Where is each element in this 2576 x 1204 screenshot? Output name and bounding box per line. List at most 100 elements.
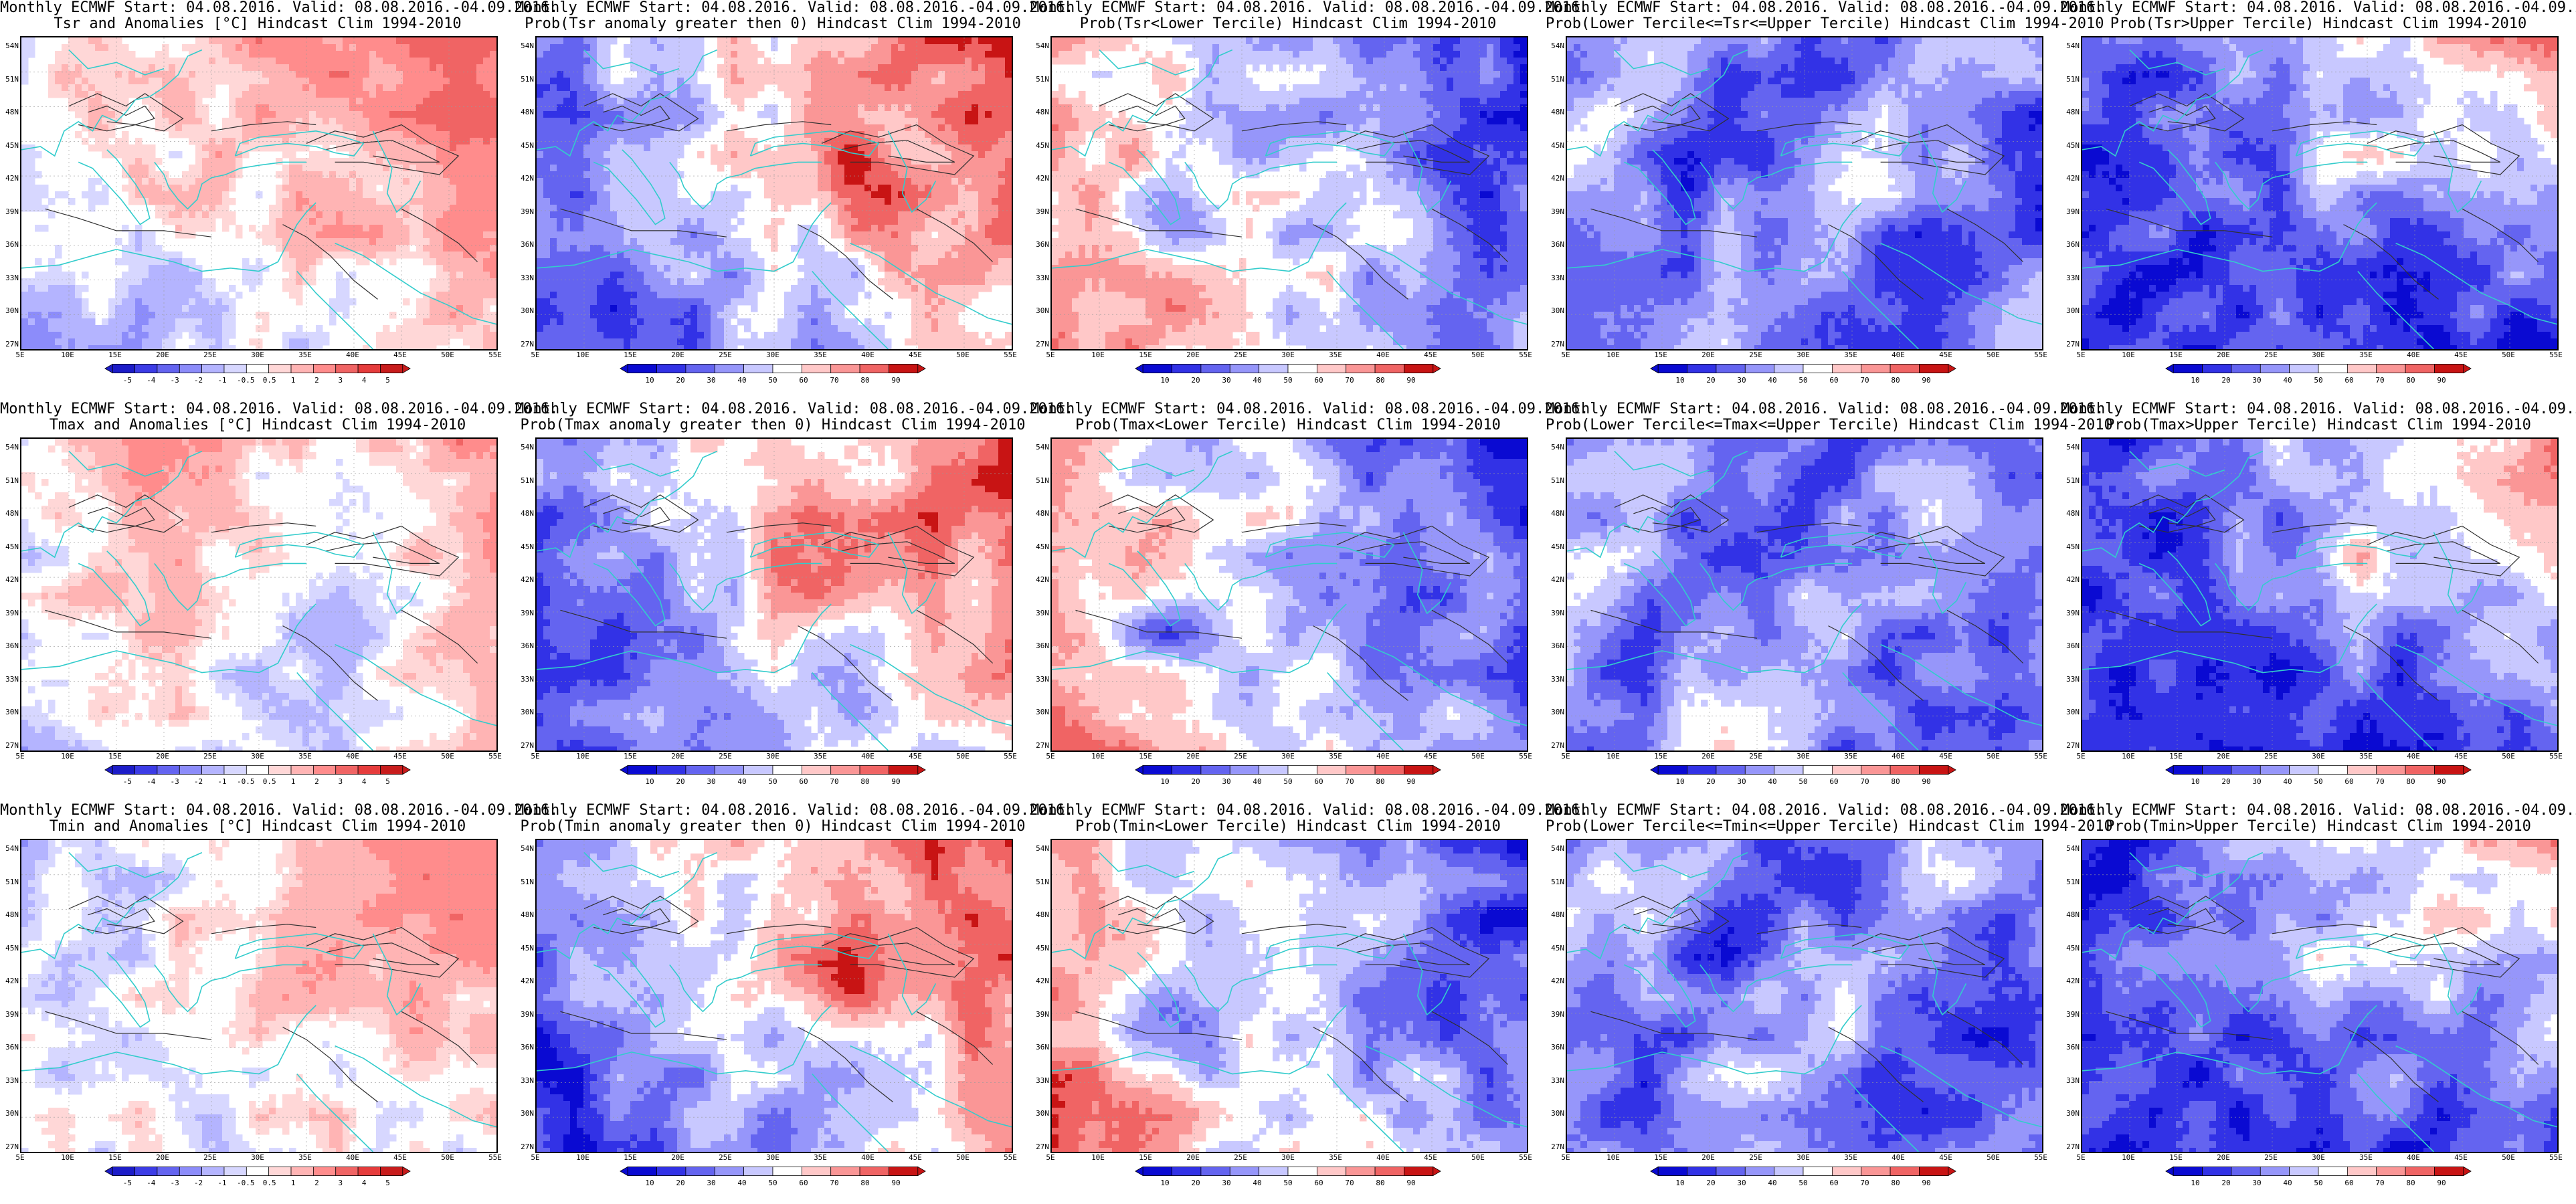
lon-tick-label: 40E bbox=[854, 1153, 881, 1162]
colorbar bbox=[2165, 363, 2472, 374]
forecast-panel: Monthly ECMWF Start: 04.08.2016. Valid: … bbox=[1030, 0, 1588, 401]
colorbar-tick-label: 40 bbox=[2283, 376, 2292, 385]
forecast-map bbox=[535, 437, 1013, 752]
lat-tick-label: 48N bbox=[2062, 509, 2080, 518]
lon-tick-label: 35E bbox=[2353, 350, 2379, 359]
lon-tick-label: 40E bbox=[854, 350, 881, 359]
colorbar-tick-label: 4 bbox=[362, 777, 367, 786]
panel-title-line1: Monthly ECMWF Start: 04.08.2016. Valid: … bbox=[515, 803, 1073, 819]
colorbar-swatch bbox=[112, 765, 135, 775]
lon-tick-label: 30E bbox=[244, 1153, 271, 1162]
lon-tick-label: 5E bbox=[1037, 350, 1064, 359]
colorbar-swatch bbox=[859, 1167, 889, 1176]
colorbar-swatch bbox=[1774, 765, 1804, 775]
colorbar-swatch bbox=[2376, 364, 2406, 373]
lat-tick-label: 27N bbox=[1, 1142, 19, 1151]
forecast-map bbox=[2081, 36, 2559, 350]
colorbar-tick-label: 50 bbox=[1799, 1179, 1807, 1187]
panel-title: Monthly ECMWF Start: 04.08.2016. Valid: … bbox=[2061, 0, 2576, 32]
colorbar-tick-label: 1 bbox=[291, 1179, 296, 1187]
lon-tick-label: 20E bbox=[149, 752, 176, 761]
colorbar-swatch bbox=[1287, 1167, 1317, 1176]
colorbar-swatch bbox=[1259, 1167, 1289, 1176]
lat-tick-label: 48N bbox=[517, 509, 534, 518]
lon-tick-label: 35E bbox=[1322, 752, 1349, 761]
colorbar-swatch bbox=[2347, 364, 2377, 373]
colorbar-tick-label: 30 bbox=[707, 777, 715, 786]
colorbar-swatch bbox=[2434, 765, 2464, 775]
colorbar-labels: -5 -4 -3 -2 -1 -0.5 0.5 1 2 3 4 5 bbox=[104, 777, 411, 787]
panel-title-line1: Monthly ECMWF Start: 04.08.2016. Valid: … bbox=[515, 0, 1073, 16]
colorbar-tick-label: -0.5 bbox=[237, 777, 255, 786]
colorbar bbox=[104, 363, 411, 374]
colorbar-swatch bbox=[1404, 364, 1434, 373]
colorbar-swatch bbox=[2347, 765, 2377, 775]
colorbar-swatch bbox=[1172, 364, 1202, 373]
lon-tick-label: 25E bbox=[197, 752, 223, 761]
colorbar-swatch bbox=[1687, 765, 1717, 775]
lon-tick-label: 45E bbox=[387, 350, 413, 359]
forecast-map bbox=[20, 839, 498, 1153]
colorbar-swatch bbox=[179, 364, 202, 373]
colorbar-swatch bbox=[1774, 1167, 1804, 1176]
colorbar-tick-label: 5 bbox=[385, 376, 390, 385]
lon-tick-label: 55E bbox=[1512, 350, 1539, 359]
lat-tick-label: 39N bbox=[517, 609, 534, 617]
colorbar-swatch bbox=[2202, 1167, 2232, 1176]
colorbar-tick-label: 20 bbox=[676, 376, 684, 385]
colorbar bbox=[1649, 1166, 1957, 1177]
colorbar bbox=[2165, 1166, 2472, 1177]
lat-tick-label: 39N bbox=[1032, 207, 1049, 216]
colorbar-labels: 10 20 30 40 50 60 70 80 90 bbox=[2165, 1179, 2472, 1188]
lat-tick-label: 45N bbox=[1032, 141, 1049, 150]
colorbar-swatch bbox=[2231, 1167, 2261, 1176]
colorbar-tick-label: -0.5 bbox=[237, 1179, 255, 1187]
lat-tick-label: 51N bbox=[1, 476, 19, 485]
lon-tick-label: 25E bbox=[197, 350, 223, 359]
colorbar-tick-label: 0.5 bbox=[263, 1179, 276, 1187]
lat-tick-label: 54N bbox=[1, 41, 19, 50]
lon-tick-label: 10E bbox=[569, 752, 596, 761]
colorbar-swatch bbox=[1142, 364, 1172, 373]
panel-title-line1: Monthly ECMWF Start: 04.08.2016. Valid: … bbox=[1030, 0, 1588, 16]
lon-tick-label: 40E bbox=[854, 752, 881, 761]
lon-tick-label: 40E bbox=[2400, 752, 2427, 761]
colorbar-swatch bbox=[201, 765, 225, 775]
lat-tick-label: 54N bbox=[1547, 844, 1564, 853]
lon-tick-label: 55E bbox=[997, 752, 1024, 761]
lat-tick-label: 54N bbox=[517, 443, 534, 452]
colorbar-swatch bbox=[859, 364, 889, 373]
colorbar-swatch bbox=[1657, 765, 1687, 775]
colorbar-tick-label: 90 bbox=[1406, 376, 1415, 385]
colorbar-swatch bbox=[1142, 1167, 1172, 1176]
lat-tick-label: 30N bbox=[1, 306, 19, 315]
lon-tick-label: 15E bbox=[1647, 1153, 1674, 1162]
map-field-svg bbox=[537, 439, 1012, 750]
colorbar-tick-label: 40 bbox=[2283, 1179, 2292, 1187]
lat-tick-label: 42N bbox=[2062, 977, 2080, 985]
lon-tick-label: 5E bbox=[1037, 1153, 1064, 1162]
colorbar-swatch bbox=[2318, 765, 2348, 775]
colorbar-tick-label: 50 bbox=[1283, 777, 1292, 786]
colorbar-swatch bbox=[2173, 765, 2203, 775]
lon-tick-label: 10E bbox=[2115, 350, 2142, 359]
colorbar-tick-label: 0.5 bbox=[263, 777, 276, 786]
colorbar-swatch bbox=[179, 1167, 202, 1176]
colorbar-swatch bbox=[772, 364, 802, 373]
colorbar-swatch bbox=[714, 765, 745, 775]
lon-tick-label: 35E bbox=[1837, 752, 1864, 761]
panel-title-line1: Monthly ECMWF Start: 04.08.2016. Valid: … bbox=[1546, 401, 2104, 417]
colorbar-swatch bbox=[1861, 765, 1891, 775]
lon-tick-label: 10E bbox=[1085, 1153, 1111, 1162]
colorbar-swatch bbox=[743, 765, 773, 775]
colorbar-tick-label: 80 bbox=[1891, 777, 1900, 786]
colorbar-swatch bbox=[2173, 364, 2203, 373]
lat-tick-label: 42N bbox=[2062, 174, 2080, 183]
lat-tick-label: 36N bbox=[1032, 240, 1049, 249]
lat-tick-label: 39N bbox=[1032, 1010, 1049, 1019]
lon-tick-label: 15E bbox=[2163, 752, 2189, 761]
lat-tick-label: 36N bbox=[1547, 641, 1564, 650]
colorbar bbox=[619, 1166, 927, 1177]
lat-tick-label: 48N bbox=[1547, 108, 1564, 116]
colorbar-tick-label: -5 bbox=[123, 376, 132, 385]
